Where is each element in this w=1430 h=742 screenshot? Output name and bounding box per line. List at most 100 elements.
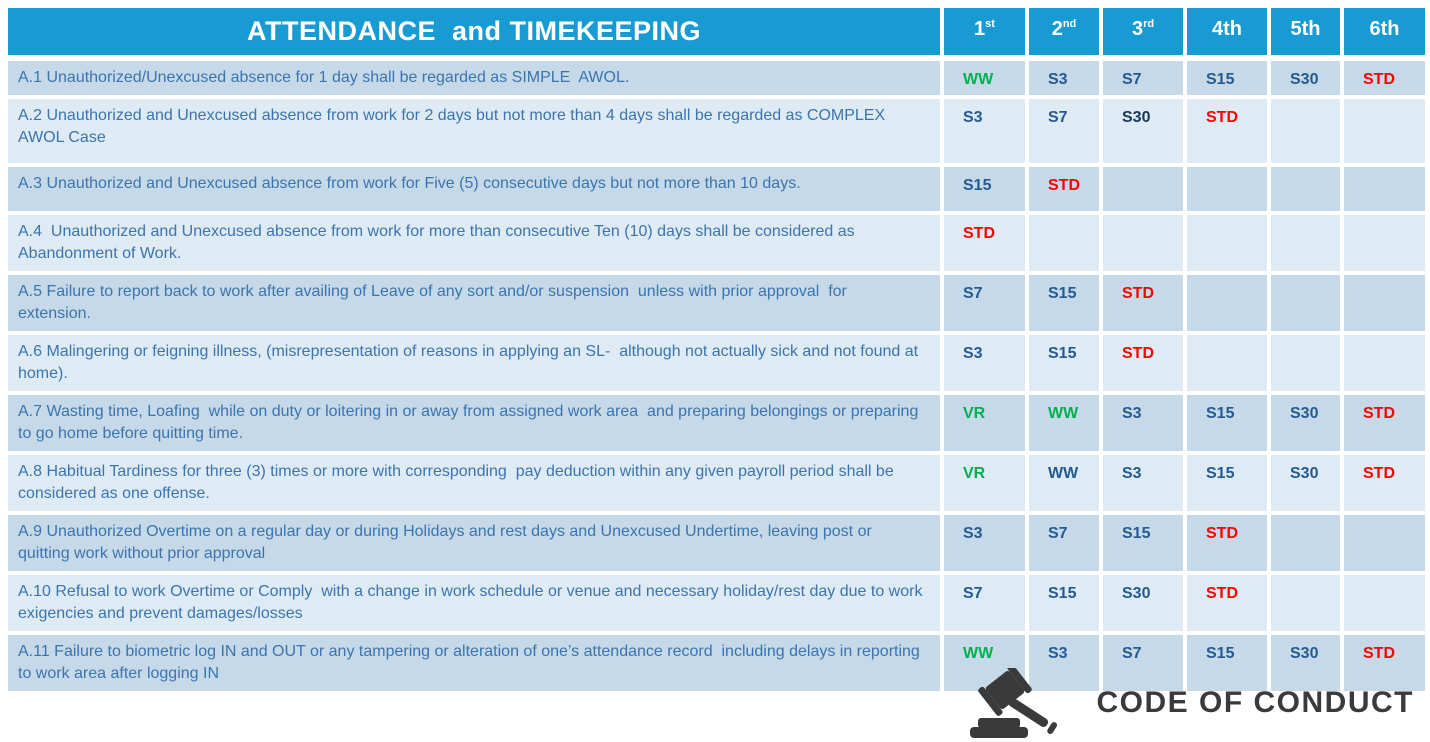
table-row-a11: A.11 Failure to biometric log IN and OUT… — [8, 635, 1425, 691]
penalty-cell: S3 — [1103, 395, 1183, 451]
penalty-cell: STD — [1344, 395, 1425, 451]
attendance-timekeeping-table: ATTENDANCE and TIMEKEEPING 1st 2nd 3rd 4… — [8, 8, 1425, 695]
offense-description: A.7 Wasting time, Loafing while on duty … — [8, 395, 940, 451]
column-header-2nd: 2nd — [1029, 8, 1099, 55]
offense-description: A.6 Malingering or feigning illness, (mi… — [8, 335, 940, 391]
table-row-a5: A.5 Failure to report back to work after… — [8, 275, 1425, 331]
penalty-cell — [1187, 167, 1267, 211]
penalty-cell: STD — [1029, 167, 1099, 211]
table-header: ATTENDANCE and TIMEKEEPING 1st 2nd 3rd 4… — [8, 8, 1425, 55]
penalty-cell: S3 — [1029, 61, 1099, 95]
column-header-6th: 6th — [1344, 8, 1425, 55]
penalty-cell — [1271, 215, 1340, 271]
column-header-1st: 1st — [944, 8, 1025, 55]
penalty-cell — [1271, 99, 1340, 163]
penalty-cell — [1103, 167, 1183, 211]
penalty-cell: S30 — [1103, 99, 1183, 163]
table-row-a1: A.1 Unauthorized/Unexcused absence for 1… — [8, 61, 1425, 95]
penalty-cell: STD — [1187, 515, 1267, 571]
penalty-cell: S15 — [1187, 61, 1267, 95]
ordinal-suffix: nd — [1062, 18, 1077, 30]
penalty-cell: STD — [944, 215, 1025, 271]
penalty-cell — [1344, 167, 1425, 211]
penalty-cell: S15 — [1187, 395, 1267, 451]
penalty-cell: STD — [1187, 575, 1267, 631]
penalty-cell: STD — [1344, 455, 1425, 511]
penalty-cell — [1187, 335, 1267, 391]
penalty-cell — [1271, 575, 1340, 631]
penalty-cell: S7 — [944, 575, 1025, 631]
offense-description: A.1 Unauthorized/Unexcused absence for 1… — [8, 61, 940, 95]
penalty-cell: STD — [1103, 335, 1183, 391]
table-row-a4: A.4 Unauthorized and Unexcused absence f… — [8, 215, 1425, 271]
penalty-cell: S3 — [1029, 635, 1099, 691]
penalty-cell: S3 — [1103, 455, 1183, 511]
penalty-cell: S3 — [944, 335, 1025, 391]
offense-description: A.10 Refusal to work Overtime or Comply … — [8, 575, 940, 631]
penalty-cell: S3 — [944, 99, 1025, 163]
penalty-cell: S15 — [1029, 275, 1099, 331]
penalty-cell: STD — [1187, 99, 1267, 163]
column-header-5th: 5th — [1271, 8, 1340, 55]
penalty-cell: STD — [1344, 635, 1425, 691]
penalty-cell: VR — [944, 395, 1025, 451]
penalty-cell — [1187, 215, 1267, 271]
penalty-cell: S15 — [1187, 635, 1267, 691]
penalty-cell: S15 — [944, 167, 1025, 211]
penalty-cell — [1344, 99, 1425, 163]
penalty-cell — [1271, 515, 1340, 571]
penalty-cell — [1103, 215, 1183, 271]
penalty-cell — [1029, 215, 1099, 271]
penalty-cell: S15 — [1103, 515, 1183, 571]
offense-description: A.8 Habitual Tardiness for three (3) tim… — [8, 455, 940, 511]
column-header-3rd: 3rd — [1103, 8, 1183, 55]
ordinal-base: 1 — [974, 18, 986, 40]
penalty-cell — [1344, 215, 1425, 271]
ordinal-base: 5th — [1290, 18, 1321, 40]
penalty-cell — [1344, 575, 1425, 631]
penalty-cell — [1187, 275, 1267, 331]
penalty-cell: S7 — [1029, 99, 1099, 163]
table-row-a2: A.2 Unauthorized and Unexcused absence f… — [8, 99, 1425, 163]
offense-description: A.11 Failure to biometric log IN and OUT… — [8, 635, 940, 691]
penalty-cell: WW — [1029, 455, 1099, 511]
penalty-cell: S7 — [1103, 61, 1183, 95]
gavel-icon — [969, 668, 1057, 738]
penalty-cell: S30 — [1271, 61, 1340, 95]
ordinal-base: 4th — [1212, 18, 1242, 40]
table-row-a7: A.7 Wasting time, Loafing while on duty … — [8, 395, 1425, 451]
penalty-cell: S30 — [1271, 455, 1340, 511]
penalty-cell: S30 — [1271, 395, 1340, 451]
ordinal-suffix: rd — [1143, 18, 1155, 30]
page-title: ATTENDANCE and TIMEKEEPING — [8, 8, 940, 55]
offense-description: A.5 Failure to report back to work after… — [8, 275, 940, 331]
code-of-conduct-logo: CODE OF CONDUCT — [965, 668, 1415, 738]
penalty-cell: WW — [944, 61, 1025, 95]
penalty-cell: VR — [944, 455, 1025, 511]
penalty-cell: STD — [1344, 61, 1425, 95]
penalty-cell: STD — [1103, 275, 1183, 331]
penalty-cell — [1344, 275, 1425, 331]
ordinal-base: 3 — [1131, 18, 1144, 40]
penalty-cell: S15 — [1187, 455, 1267, 511]
table-row-a3: A.3 Unauthorized and Unexcused absence f… — [8, 167, 1425, 211]
ordinal-base: 6th — [1369, 18, 1400, 40]
penalty-cell — [1344, 515, 1425, 571]
table-row-a9: A.9 Unauthorized Overtime on a regular d… — [8, 515, 1425, 571]
logo-text: CODE OF CONDUCT — [1096, 686, 1414, 719]
penalty-cell: S7 — [1029, 515, 1099, 571]
offense-description: A.2 Unauthorized and Unexcused absence f… — [8, 99, 940, 163]
ordinal-base: 2 — [1051, 18, 1063, 40]
penalty-cell: S15 — [1029, 335, 1099, 391]
penalty-cell: WW — [1029, 395, 1099, 451]
penalty-cell — [1271, 275, 1340, 331]
penalty-cell: S30 — [1271, 635, 1340, 691]
penalty-cell: S30 — [1103, 575, 1183, 631]
ordinal-suffix: st — [985, 18, 995, 30]
column-header-4th: 4th — [1187, 8, 1267, 55]
table-row-a6: A.6 Malingering or feigning illness, (mi… — [8, 335, 1425, 391]
penalty-cell: S3 — [944, 515, 1025, 571]
penalty-cell — [1271, 167, 1340, 211]
penalty-cell: S7 — [1103, 635, 1183, 691]
offense-description: A.9 Unauthorized Overtime on a regular d… — [8, 515, 940, 571]
